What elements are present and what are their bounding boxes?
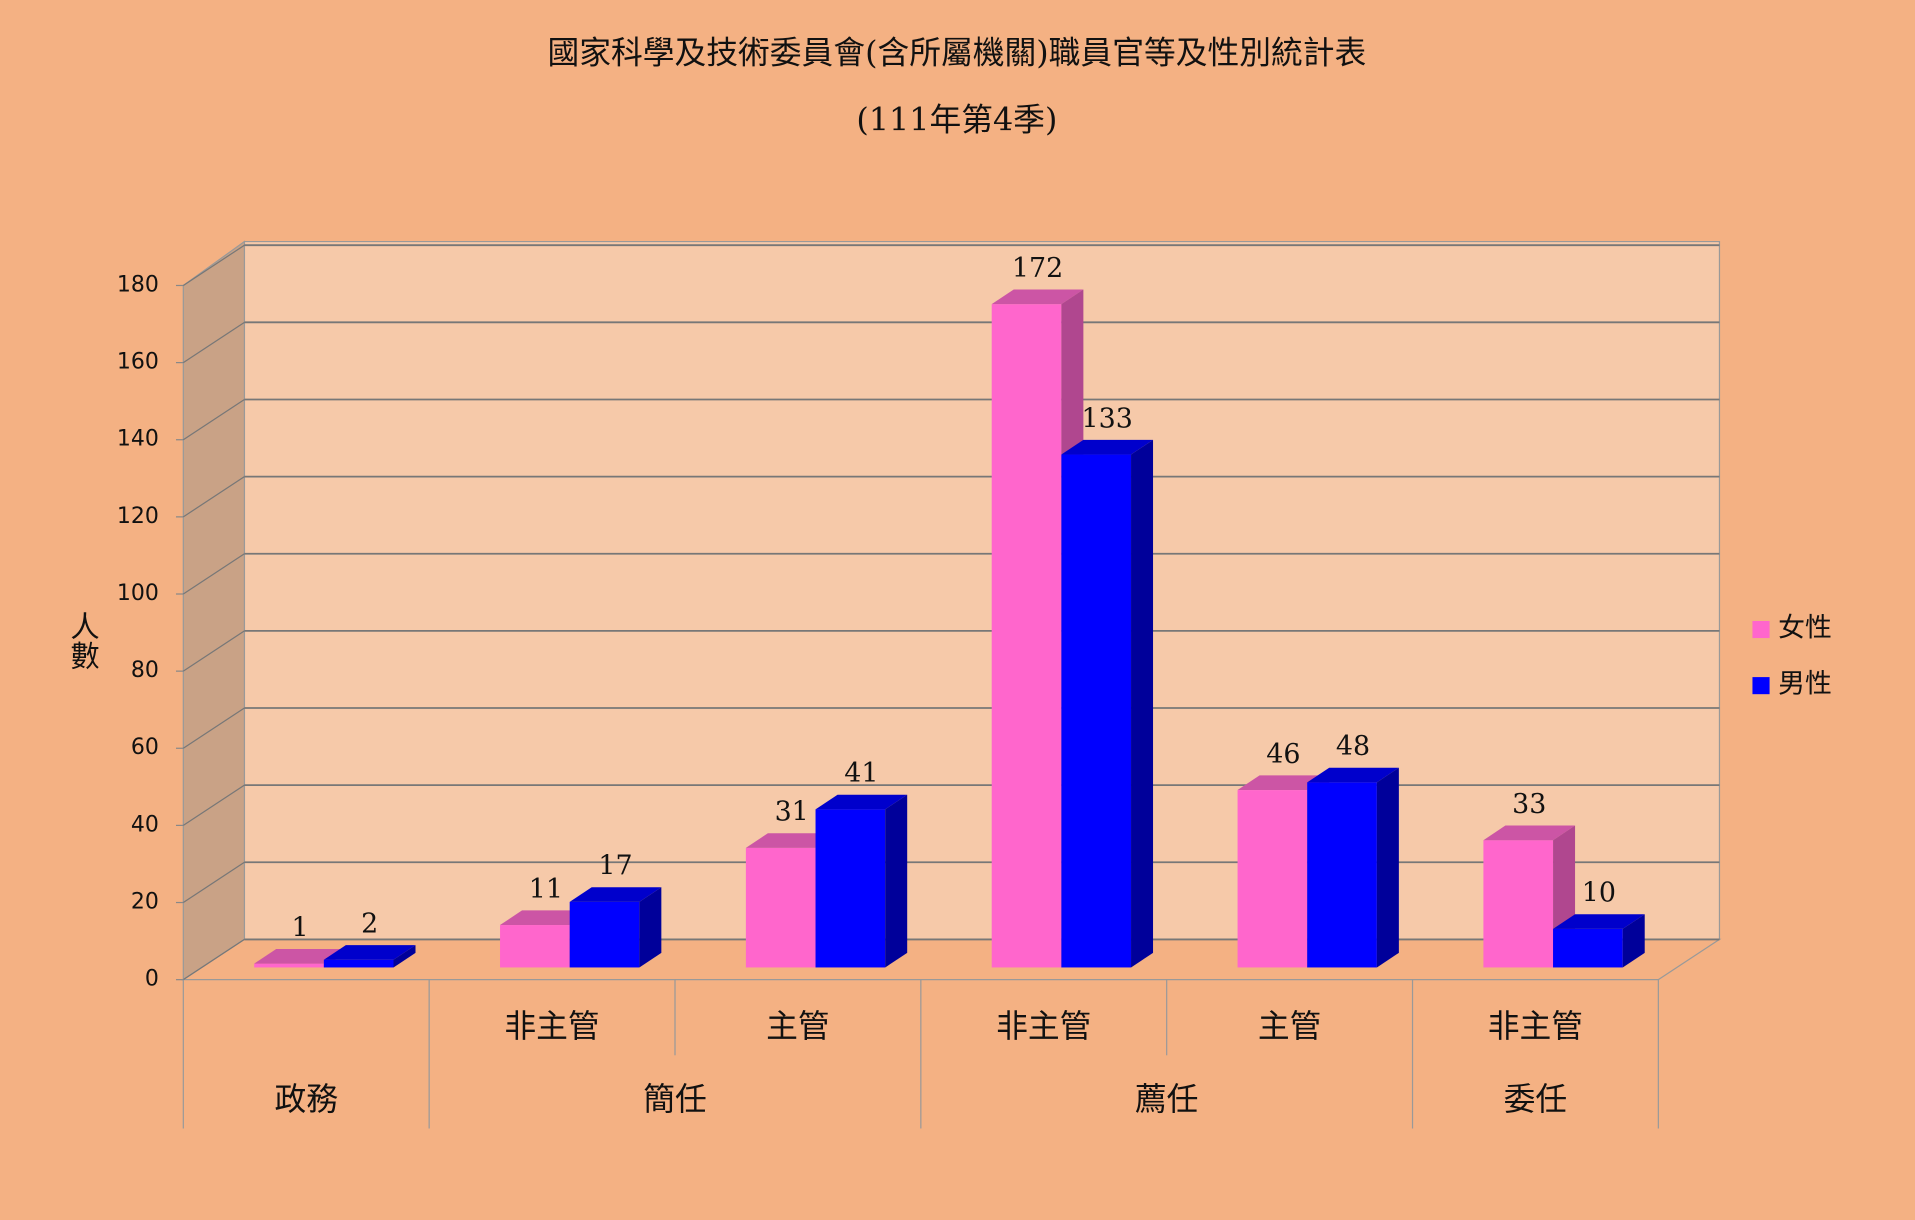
- grid-line-side: [182, 861, 245, 904]
- legend-label: 男性: [1778, 669, 1832, 700]
- bar: [569, 901, 640, 968]
- y-tick-label: 20: [131, 890, 159, 915]
- y-axis-label: 人數: [66, 611, 100, 670]
- bar: [254, 963, 324, 968]
- grid-line-side: [182, 476, 245, 518]
- bar: [1061, 454, 1132, 968]
- bar-top: [815, 794, 908, 810]
- y-tick-label: 100: [117, 581, 159, 606]
- grid-line-side: [182, 398, 245, 441]
- y-tick-label: 140: [117, 427, 159, 452]
- bar: [500, 925, 570, 968]
- bar-top: [1483, 825, 1576, 841]
- bar: [1553, 928, 1623, 968]
- bar-side: [885, 794, 908, 968]
- y-tick-label: 160: [117, 350, 159, 375]
- bar-top: [500, 910, 592, 926]
- bar: [745, 847, 816, 968]
- value-label: 41: [844, 758, 878, 789]
- bar: [1483, 840, 1554, 968]
- grid-line-side: [182, 784, 245, 826]
- x-tick-label: 非主管: [996, 1009, 1091, 1045]
- chart-title: 國家科學及技術委員會(含所屬機關)職員官等及性別統計表: [547, 35, 1366, 71]
- value-label: 11: [529, 874, 563, 905]
- chart-subtitle: (111年第4季): [856, 103, 1057, 139]
- y-tick-label: 180: [117, 272, 159, 297]
- bar-top: [1061, 439, 1154, 455]
- bar-side: [393, 945, 416, 968]
- bar: [1307, 782, 1377, 968]
- x-tick-label: 非主管: [1488, 1009, 1583, 1045]
- legend-swatch: [1752, 677, 1770, 695]
- bar-top: [569, 887, 662, 902]
- bar: [323, 959, 394, 968]
- bar-side: [1376, 767, 1399, 968]
- group-label: 政務: [274, 1082, 338, 1118]
- group-label: 薦任: [1135, 1082, 1199, 1118]
- grid-line-side: [182, 938, 245, 981]
- y-tick-label: 60: [131, 735, 159, 760]
- group-label: 委任: [1504, 1082, 1568, 1118]
- value-label: 33: [1512, 789, 1546, 820]
- legend-swatch: [1752, 620, 1770, 639]
- bar-side: [1131, 439, 1154, 968]
- bar: [1237, 790, 1308, 968]
- grid-line-side: [182, 553, 245, 595]
- y-tick-label: 120: [117, 504, 159, 529]
- grid-line-side: [182, 244, 245, 286]
- x-tick-label: 非主管: [504, 1009, 599, 1045]
- value-label: 10: [1582, 878, 1616, 909]
- grid-line-side: [182, 321, 245, 364]
- bar-side: [1622, 914, 1645, 968]
- grid-line-side: [182, 630, 245, 672]
- bar-top: [323, 945, 416, 960]
- y-tick-label: 0: [145, 967, 159, 992]
- y-tick-label: 80: [131, 658, 159, 683]
- bar: [991, 304, 1062, 968]
- value-label: 48: [1336, 731, 1370, 762]
- value-label: 1: [291, 912, 308, 943]
- bar-top: [1307, 767, 1399, 783]
- bar-top: [1237, 775, 1330, 791]
- group-label: 簡任: [643, 1082, 707, 1118]
- grid-line-side: [182, 707, 245, 749]
- bar-top: [745, 833, 838, 848]
- legend-label: 女性: [1778, 613, 1832, 644]
- x-tick-label: 主管: [1258, 1009, 1322, 1045]
- bar-top: [991, 289, 1084, 305]
- bar-top: [254, 948, 346, 964]
- x-tick-label: 主管: [766, 1009, 830, 1045]
- bar: [815, 809, 886, 968]
- y-tick-label: 40: [131, 812, 159, 837]
- value-label: 17: [598, 851, 632, 882]
- value-label: 46: [1266, 739, 1300, 770]
- bar-top: [1553, 914, 1645, 929]
- value-label: 2: [361, 909, 378, 940]
- value-label: 133: [1082, 403, 1133, 434]
- value-label: 31: [775, 797, 809, 828]
- value-label: 172: [1012, 253, 1063, 284]
- bar-side: [639, 887, 662, 968]
